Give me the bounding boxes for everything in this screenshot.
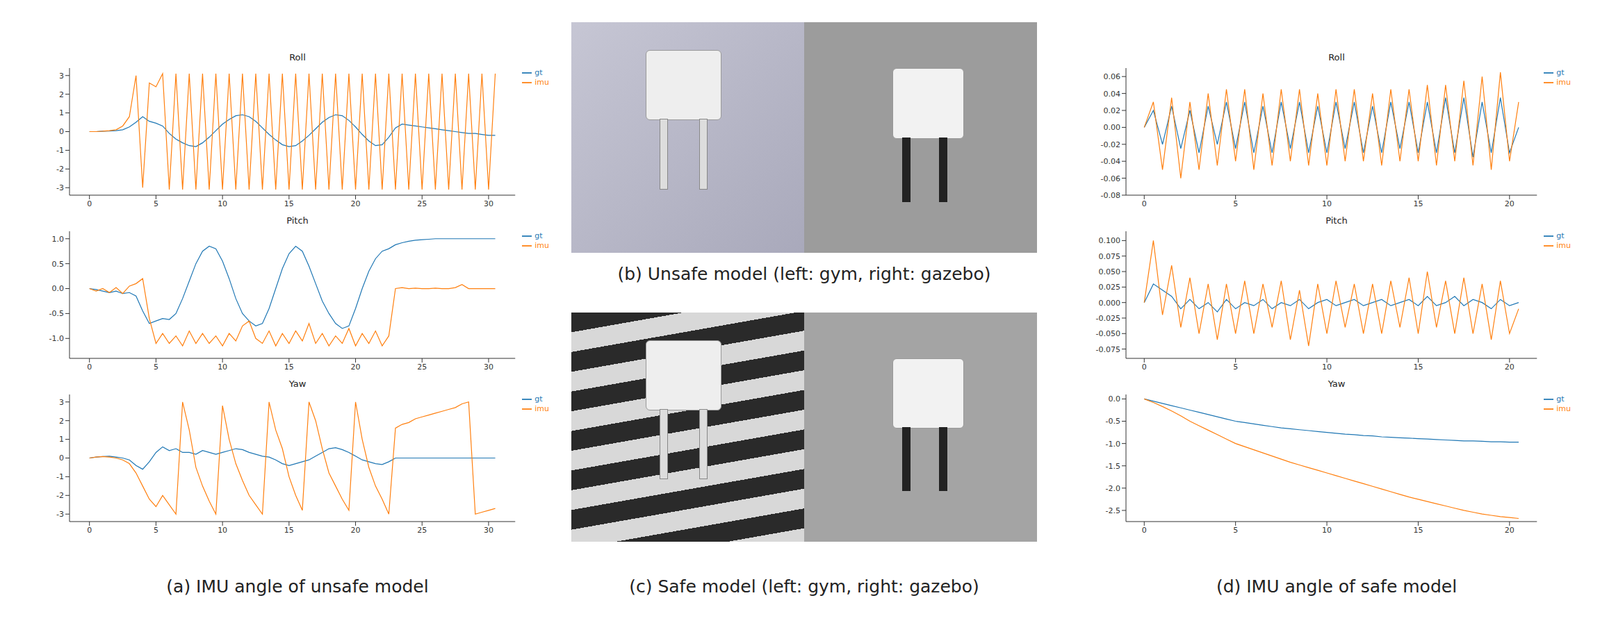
svg-text:15: 15 (1413, 526, 1423, 536)
svg-text:-2: -2 (56, 164, 64, 174)
svg-text:3: 3 (59, 398, 64, 408)
svg-text:25: 25 (417, 362, 427, 372)
html-text:Pitch: Pitch (1325, 215, 1348, 226)
svg-text:-0.06: -0.06 (1100, 174, 1121, 184)
html-text:gt: gt (1556, 394, 1565, 404)
svg-text:-1.0: -1.0 (1105, 439, 1121, 450)
html-text:(b) Unsafe model (left: gym, r: (b) Unsafe model (left: gym, right: gaze… (617, 264, 991, 285)
svg-text:20: 20 (350, 362, 361, 372)
svg-text:10: 10 (217, 362, 228, 372)
svg-text:-0.04: -0.04 (1100, 157, 1121, 167)
svg-text:-3: -3 (56, 510, 64, 520)
html-text:imu: imu (1556, 241, 1571, 251)
svg-text:0.025: 0.025 (1098, 282, 1122, 292)
html-text:gt: gt (534, 68, 543, 78)
svg-text:10: 10 (217, 526, 228, 536)
svg-text:0.0: 0.0 (1108, 394, 1122, 404)
svg-text:0: 0 (1141, 199, 1147, 209)
svg-text:10: 10 (1321, 362, 1332, 372)
svg-text:10: 10 (217, 199, 228, 209)
svg-text:-3: -3 (56, 183, 64, 193)
svg-text:0: 0 (59, 127, 64, 137)
svg-text:30: 30 (483, 199, 494, 209)
svg-text:5: 5 (153, 199, 159, 209)
svg-text:25: 25 (417, 199, 427, 209)
svg-text:1.0: 1.0 (52, 234, 65, 244)
svg-text:-0.08: -0.08 (1100, 191, 1121, 201)
html-text:gt: gt (1556, 68, 1565, 78)
svg-text:3: 3 (59, 71, 64, 81)
svg-text:0.100: 0.100 (1098, 236, 1122, 246)
svg-text:-1: -1 (56, 145, 64, 155)
svg-text:-0.5: -0.5 (1105, 417, 1121, 427)
svg-text:20: 20 (1504, 362, 1515, 372)
svg-text:2: 2 (59, 90, 64, 100)
html-text:Roll: Roll (289, 52, 306, 63)
svg-text:15: 15 (1413, 362, 1423, 372)
html-text:gt: gt (534, 231, 543, 241)
svg-text:-1.0: -1.0 (49, 334, 64, 344)
svg-text:20: 20 (1504, 199, 1515, 209)
svg-text:-0.5: -0.5 (49, 309, 64, 319)
svg-text:-1.5: -1.5 (1105, 462, 1121, 472)
svg-text:0.050: 0.050 (1098, 267, 1122, 277)
svg-text:25: 25 (417, 526, 427, 536)
svg-text:10: 10 (1321, 526, 1332, 536)
svg-text:-2.5: -2.5 (1105, 506, 1121, 516)
svg-text:20: 20 (1504, 526, 1515, 536)
svg-text:-0.050: -0.050 (1096, 329, 1121, 339)
svg-text:0: 0 (86, 362, 92, 372)
svg-text:0: 0 (86, 199, 92, 209)
svg-text:-2: -2 (56, 491, 64, 501)
svg-text:30: 30 (483, 526, 494, 536)
svg-text:0: 0 (1141, 526, 1147, 536)
svg-text:30: 30 (483, 362, 494, 372)
svg-text:10: 10 (1321, 199, 1332, 209)
svg-text:0.5: 0.5 (52, 259, 65, 269)
svg-text:0.00: 0.00 (1103, 123, 1122, 133)
html-text:(c) Safe model (left: gym, rig: (c) Safe model (left: gym, right: gazebo… (629, 576, 980, 598)
html-text:Yaw: Yaw (288, 378, 307, 390)
svg-text:-0.02: -0.02 (1100, 140, 1121, 150)
svg-text:0.04: 0.04 (1103, 89, 1122, 99)
svg-text:2: 2 (59, 417, 64, 427)
svg-text:5: 5 (1233, 526, 1238, 536)
html-text:Yaw: Yaw (1327, 378, 1346, 390)
html-text:Roll: Roll (1328, 52, 1345, 63)
html-text:(d) IMU angle of safe model: (d) IMU angle of safe model (1216, 576, 1457, 598)
svg-text:0: 0 (86, 526, 92, 536)
html-text:imu: imu (534, 404, 550, 414)
svg-text:-0.075: -0.075 (1096, 345, 1121, 355)
svg-text:5: 5 (153, 362, 159, 372)
svg-text:15: 15 (284, 199, 295, 209)
svg-text:-2.0: -2.0 (1105, 484, 1121, 494)
svg-text:0: 0 (59, 453, 64, 463)
html-text:imu: imu (1556, 404, 1571, 414)
html-text:imu: imu (1556, 77, 1571, 87)
html-text:imu: imu (534, 241, 550, 251)
html-text:Pitch: Pitch (286, 215, 309, 226)
svg-text:5: 5 (153, 526, 159, 536)
svg-text:20: 20 (350, 526, 361, 536)
svg-text:15: 15 (284, 362, 295, 372)
svg-text:-0.025: -0.025 (1096, 314, 1121, 324)
svg-text:0.02: 0.02 (1103, 106, 1122, 116)
svg-text:5: 5 (1233, 199, 1238, 209)
svg-text:0.075: 0.075 (1098, 252, 1122, 262)
svg-text:15: 15 (284, 526, 295, 536)
html-text:gt: gt (1556, 231, 1565, 241)
svg-text:20: 20 (350, 199, 361, 209)
svg-text:0.0: 0.0 (52, 284, 65, 294)
svg-text:0.000: 0.000 (1098, 298, 1122, 308)
svg-text:5: 5 (1233, 362, 1238, 372)
html-text:(a) IMU angle of unsafe model: (a) IMU angle of unsafe model (166, 576, 429, 598)
svg-text:15: 15 (1413, 199, 1423, 209)
svg-text:0: 0 (1141, 362, 1147, 372)
svg-text:0.06: 0.06 (1103, 72, 1122, 82)
svg-text:1: 1 (59, 435, 64, 445)
svg-text:-1: -1 (56, 472, 64, 482)
html-text:gt: gt (534, 394, 543, 404)
html-text:imu: imu (534, 77, 550, 87)
svg-text:1: 1 (59, 108, 64, 118)
